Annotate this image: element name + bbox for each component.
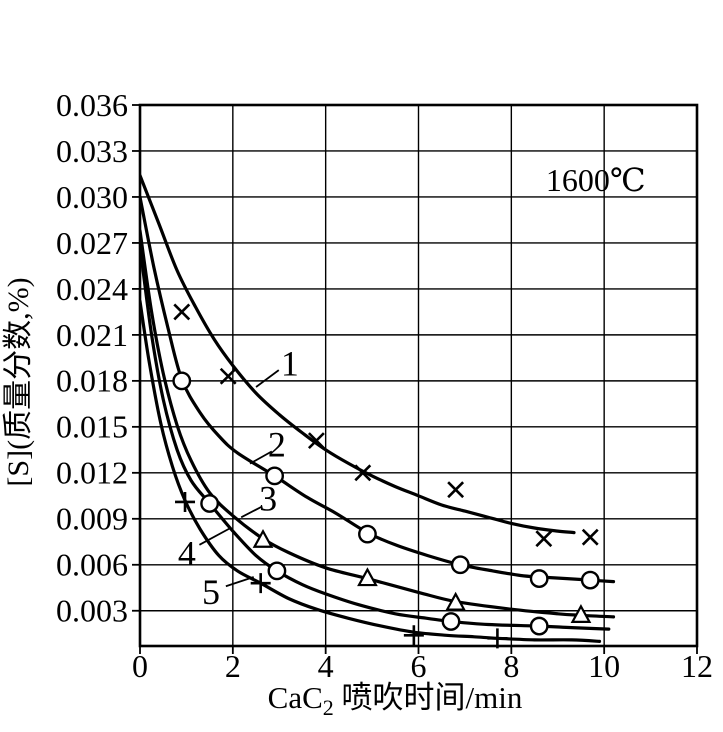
marker-x	[535, 530, 553, 548]
marker-x	[307, 432, 325, 450]
x-axis-title-subscript: 2	[323, 695, 334, 720]
marker-x	[581, 528, 599, 546]
y-tick-label: 0.027	[56, 225, 128, 261]
y-tick-label: 0.024	[56, 271, 128, 307]
marker-circle	[267, 561, 287, 581]
curve-4	[140, 244, 611, 631]
plot-border	[138, 103, 699, 648]
x-tick-label: 8	[503, 648, 519, 684]
marker-triangle	[252, 528, 274, 548]
y-tick-label: 0.021	[56, 317, 128, 353]
curve-label-1: 1	[281, 343, 299, 383]
marker-triangle	[357, 567, 378, 587]
x-tick-label: 12	[681, 648, 713, 684]
curve-label-3: 3	[259, 478, 277, 518]
curve-leader-3	[240, 505, 263, 519]
curve-label-4: 4	[178, 533, 196, 573]
marker-plus	[487, 628, 508, 649]
annotation-temperature: 1600℃	[546, 162, 646, 198]
x-tick-label: 6	[411, 648, 427, 684]
x-tick-label: 2	[225, 648, 241, 684]
x-tick-label: 4	[318, 648, 334, 684]
x-axis-title-suffix: 喷吹时间/min	[334, 680, 523, 715]
curve-labels-layer: 1 2 3 45	[178, 343, 299, 611]
marker-x	[219, 367, 237, 385]
y-axis-title: [S](质量分数,%)	[2, 277, 35, 486]
x-tick-label: 10	[588, 648, 620, 684]
y-tick-label: 0.018	[56, 363, 128, 399]
marker-circle	[580, 570, 600, 590]
marker-triangle	[570, 604, 592, 623]
curve-3	[140, 229, 616, 619]
marker-circle	[529, 569, 549, 588]
x-axis-title: CaC2 喷吹时间/min	[268, 680, 523, 720]
marker-circle	[200, 494, 220, 513]
marker-triangle	[445, 591, 466, 611]
curve-1	[140, 173, 576, 535]
tick-labels-layer: 0.036 0.033 0.030 0.027 0.024 0.021 0.018 0.015…	[56, 87, 713, 684]
curve-leader-2	[249, 450, 273, 465]
marker-circle	[265, 466, 285, 486]
marker-circle	[358, 524, 377, 544]
marker-x	[447, 481, 465, 499]
y-tick-label: 0.033	[56, 133, 128, 169]
x-tick-label: 0	[132, 648, 148, 684]
curve-leader-5	[225, 576, 255, 588]
marker-circle	[529, 616, 549, 636]
marker-plus	[175, 491, 196, 512]
y-tick-label: 0.006	[56, 547, 128, 583]
curve-2	[140, 195, 616, 584]
y-tick-label: 0.009	[56, 501, 128, 537]
y-tick-label: 0.003	[56, 593, 128, 629]
y-tick-label: 0.030	[56, 179, 128, 215]
y-tick-label: 0.012	[56, 455, 128, 491]
curve-label-2: 2	[268, 425, 286, 465]
curve-leader-1	[255, 369, 280, 388]
marker-plus	[403, 625, 424, 646]
marker-x	[173, 303, 191, 321]
axis-ticks-layer	[132, 104, 698, 654]
marker-circle	[450, 555, 470, 575]
marker-plus	[250, 573, 271, 594]
y-tick-label: 0.015	[56, 409, 128, 445]
curve-label-5: 5	[202, 572, 220, 612]
marker-x	[354, 464, 372, 482]
x-axis-title-prefix: CaC	[268, 680, 323, 715]
marker-circle	[172, 371, 192, 391]
marker-circle	[441, 612, 461, 631]
curve-leader-4	[198, 527, 231, 546]
markers-layer	[172, 303, 600, 649]
y-tick-label: 0.036	[56, 87, 128, 123]
